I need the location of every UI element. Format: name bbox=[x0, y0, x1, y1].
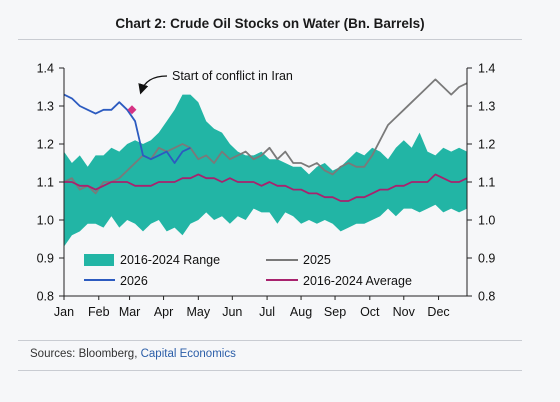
bottom-divider bbox=[18, 370, 522, 371]
x-tick-label-nov: Nov bbox=[393, 305, 416, 319]
x-tick-label-mar: Mar bbox=[119, 305, 141, 319]
range-band-layer bbox=[64, 94, 467, 247]
y-tick-label-left: 1.1 bbox=[37, 176, 54, 190]
x-tick-label-may: May bbox=[187, 305, 211, 319]
y-tick-label-right: 0.9 bbox=[478, 252, 495, 266]
sources-link-capital-economics[interactable]: Capital Economics bbox=[140, 348, 236, 360]
x-tick-label-jun: Jun bbox=[222, 305, 242, 319]
title-divider bbox=[18, 39, 522, 40]
chart-title: Chart 2: Crude Oil Stocks on Water (Bn. … bbox=[115, 16, 425, 31]
legend-label-range: 2016-2024 Range bbox=[120, 253, 220, 267]
y-tick-label-right: 1.1 bbox=[478, 176, 495, 190]
annotation-label: Start of conflict in Iran bbox=[172, 69, 293, 83]
y-tick-label-left: 0.8 bbox=[37, 290, 54, 304]
x-tick-label-feb: Feb bbox=[88, 305, 110, 319]
chart-svg: 0.8 0.8 0.9 0.9 1.0 1.0 1.1 1.1 1.2 1.2 1.3 1.3 1.4 1… bbox=[37, 62, 496, 320]
y-tick-label-left: 1.4 bbox=[37, 62, 54, 76]
sources-prefix: Sources: Bloomberg, bbox=[30, 348, 138, 360]
conflict-start-marker bbox=[127, 105, 137, 115]
annotation-marker-layer bbox=[127, 105, 137, 115]
sources-note: Sources: Bloomberg, Capital Economics bbox=[30, 348, 236, 360]
y-tick-label-left: 1.2 bbox=[37, 138, 54, 152]
y-tick-label-right: 1.0 bbox=[478, 214, 495, 228]
series-line-2026 bbox=[63, 93, 191, 164]
y-tick-label-right: 1.4 bbox=[478, 62, 495, 76]
x-tick-label-jul: Jul bbox=[259, 305, 275, 319]
legend-swatch-range bbox=[84, 254, 114, 266]
y-tick-label-left: 1.0 bbox=[37, 214, 54, 228]
series-line-2016-2024-average bbox=[64, 173, 468, 202]
series-lines-layer bbox=[63, 78, 468, 202]
footer-divider bbox=[18, 340, 522, 341]
series-line-2025 bbox=[63, 78, 468, 195]
x-tick-label-jan: Jan bbox=[54, 305, 74, 319]
legend-label-average: 2016-2024 Average bbox=[303, 274, 412, 288]
legend-label-2025: 2025 bbox=[303, 253, 331, 267]
y-tick-label-right: 1.2 bbox=[478, 138, 495, 152]
legend-label-2026: 2026 bbox=[120, 274, 148, 288]
x-tick-label-aug: Aug bbox=[290, 305, 312, 319]
series-range-band bbox=[64, 94, 467, 247]
y-tick-label-right: 0.8 bbox=[478, 290, 495, 304]
x-tick-label-sep: Sep bbox=[324, 305, 346, 319]
y-tick-label-left: 1.3 bbox=[37, 100, 54, 114]
y-tick-label-left: 0.9 bbox=[37, 252, 54, 266]
annotation-arrow bbox=[138, 75, 168, 95]
axis-ticks-layer: 0.8 0.8 0.9 0.9 1.0 1.0 1.1 1.1 1.2 1.2 1.3 1.3 1.4 1… bbox=[37, 62, 496, 320]
y-tick-label-right: 1.3 bbox=[478, 100, 495, 114]
legend: 2016-2024 Range 2025 2026 2016-2024 Aver… bbox=[84, 253, 412, 288]
x-tick-label-dec: Dec bbox=[427, 305, 449, 319]
x-tick-label-oct: Oct bbox=[360, 305, 380, 319]
x-tick-label-apr: Apr bbox=[154, 305, 173, 319]
